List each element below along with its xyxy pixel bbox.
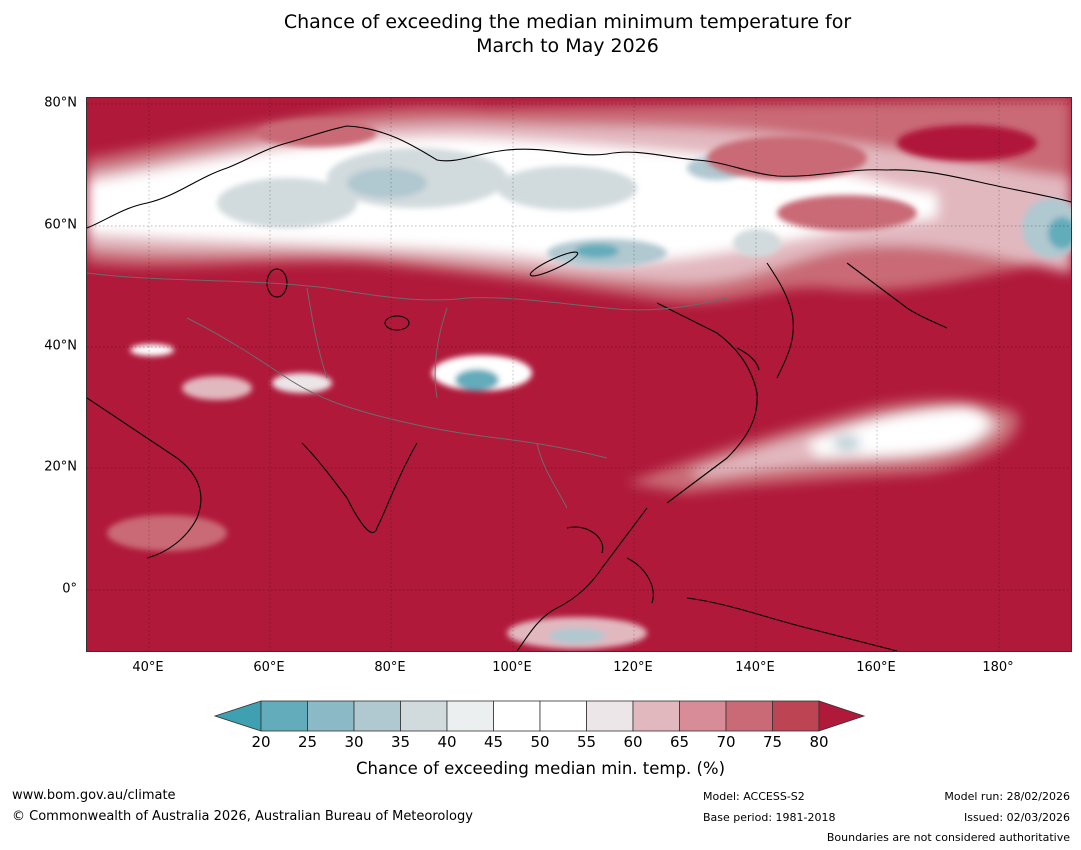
lat-label-60n: 60°N [44,217,77,233]
colorbar-tick-30: 30 [344,733,364,751]
colorbar-segment-40-45 [446,700,494,732]
colorbar-extend-high [818,700,866,732]
colorbar-segment-25-30 [307,700,355,732]
tibet-anomaly [432,355,532,391]
colorbar-tick-40: 40 [437,733,457,751]
country-borders [87,272,728,509]
lon-label-80e: 80°E [374,660,406,675]
model-info: Model: ACCESS-S2 [703,790,805,803]
colorbar-extend-low [214,700,262,732]
coastlines [87,125,1071,651]
boundary-disclaimer: Boundaries are not considered authoritat… [826,831,1070,844]
issued-date: Issued: 02/03/2026 [963,811,1070,824]
lon-label-100e: 100°E [492,660,532,675]
middle-east-anomaly [107,344,332,551]
lon-label-60e: 60°E [253,660,285,675]
colorbar-tick-70: 70 [716,733,736,751]
map-title: Chance of exceeding the median minimum t… [0,10,1081,58]
graticule [87,98,1071,651]
title-line-2: March to May 2026 [476,35,659,57]
colorbar-tick-25: 25 [297,733,318,751]
lon-label-120e: 120°E [613,660,653,675]
colorbar-segment-65-70 [679,700,727,732]
lon-label-180: 180° [982,660,1014,675]
colorbar-segment-30-35 [353,700,401,732]
colorbar-tick-20: 20 [251,733,271,751]
lon-label-140e: 140°E [735,660,775,675]
blue-anomaly-patches [217,148,1071,267]
colorbar-segment-20-25 [260,700,308,732]
colorbar-tick-35: 35 [390,733,411,751]
colorbar-tick-75: 75 [762,733,783,751]
lat-label-80n: 80°N [44,95,77,111]
colorbar-segment-35-40 [400,700,448,732]
model-run-date: Model run: 28/02/2026 [944,790,1070,803]
colorbar [214,700,866,732]
colorbar-segment-70-75 [725,700,773,732]
lat-label-equator: 0° [62,581,77,597]
lat-label-20n: 20°N [44,459,77,475]
lon-label-160e: 160°E [856,660,896,675]
forecast-map [86,97,1072,652]
colorbar-segment-55-60 [586,700,634,732]
lon-label-40e: 40°E [132,660,164,675]
website-link[interactable]: www.bom.gov.au/climate [12,788,176,803]
maritime-continent-anomaly [507,617,647,649]
base-period: Base period: 1981-2018 [703,811,836,824]
colorbar-segment-75-80 [772,700,820,732]
colorbar-segment-60-65 [632,700,680,732]
colorbar-tick-50: 50 [530,733,550,751]
colorbar-label: Chance of exceeding median min. temp. (%… [355,759,726,778]
colorbar-tick-60: 60 [623,733,643,751]
colorbar-tick-55: 55 [576,733,597,751]
colorbar-segment-50-55 [539,700,587,732]
colorbar-segment-45-50 [493,700,541,732]
pacific-anomaly-band [627,398,1019,493]
colorbar-tick-45: 45 [483,733,504,751]
lat-label-40n: 40°N [44,338,77,354]
colorbar-tick-65: 65 [669,733,690,751]
title-line-1: Chance of exceeding the median minimum t… [283,11,852,33]
copyright-text: © Commonwealth of Australia 2026, Austra… [12,809,473,824]
colorbar-tick-80: 80 [809,733,829,751]
